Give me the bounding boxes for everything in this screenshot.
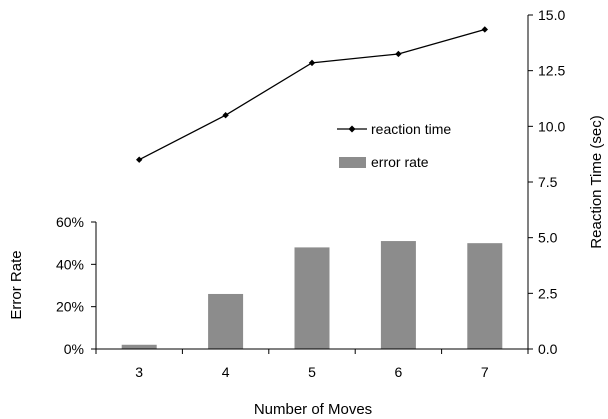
reaction-time-line <box>138 28 485 161</box>
x-axis-tick-label: 6 <box>395 364 403 380</box>
error-rate-bar <box>380 241 416 349</box>
right-axis-tick-label: 0.0 <box>538 341 558 357</box>
right-axis-tick-label: 10.0 <box>538 118 565 134</box>
right-axis: 0.0 2.5 5.0 7.5 10.0 12.5 15.0 <box>527 7 565 357</box>
legend-bar-swatch <box>339 157 366 168</box>
reaction-time-point <box>481 26 488 33</box>
legend-label-reaction-time: reaction time <box>371 121 451 137</box>
right-axis-tick-label: 2.5 <box>538 285 558 301</box>
x-axis-tick-label: 7 <box>481 364 489 380</box>
x-axis-title: Number of Moves <box>254 401 372 418</box>
reaction-time-point <box>136 156 143 163</box>
right-axis-tick-label: 12.5 <box>538 63 565 79</box>
right-axis-tick-label: 15.0 <box>538 7 565 23</box>
left-axis-tick-label: 60% <box>56 214 84 230</box>
legend-label-error-rate: error rate <box>371 154 429 170</box>
x-axis-tick-label: 3 <box>135 364 143 380</box>
right-axis-tick-label: 7.5 <box>538 174 558 190</box>
left-axis-title: Error Rate <box>8 250 25 319</box>
x-axis: 3 4 5 6 7 <box>95 348 529 380</box>
reaction-time-point <box>308 59 316 67</box>
right-axis-title: Reaction Time (sec) <box>588 115 605 248</box>
reaction-time-series <box>136 26 488 163</box>
error-rate-bar <box>294 247 330 349</box>
x-axis-tick-label: 5 <box>308 364 316 380</box>
legend-diamond-marker <box>348 125 356 133</box>
left-axis-tick-label: 20% <box>56 299 84 315</box>
error-rate-bar <box>121 344 157 349</box>
right-axis-tick-label: 5.0 <box>538 230 558 246</box>
left-axis-tick-label: 40% <box>56 256 84 272</box>
reaction-time-point <box>395 50 402 58</box>
x-axis-tick-label: 4 <box>222 364 230 380</box>
left-axis-tick-label: 0% <box>64 341 84 357</box>
error-rate-bar <box>467 243 503 349</box>
reaction-time-point <box>222 112 229 119</box>
left-axis: 0% 20% 40% 60% <box>56 214 97 357</box>
error-rate-bars <box>121 241 503 349</box>
legend: reaction time error rate <box>337 121 451 170</box>
error-rate-bar <box>208 293 244 349</box>
